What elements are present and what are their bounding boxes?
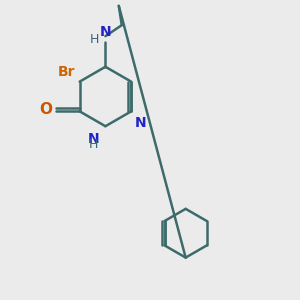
Text: O: O (40, 102, 52, 117)
Text: N: N (135, 116, 146, 130)
Text: Br: Br (58, 65, 75, 79)
Text: N: N (88, 132, 100, 146)
Text: N: N (100, 25, 111, 38)
Text: H: H (89, 138, 99, 151)
Text: H: H (90, 33, 100, 46)
